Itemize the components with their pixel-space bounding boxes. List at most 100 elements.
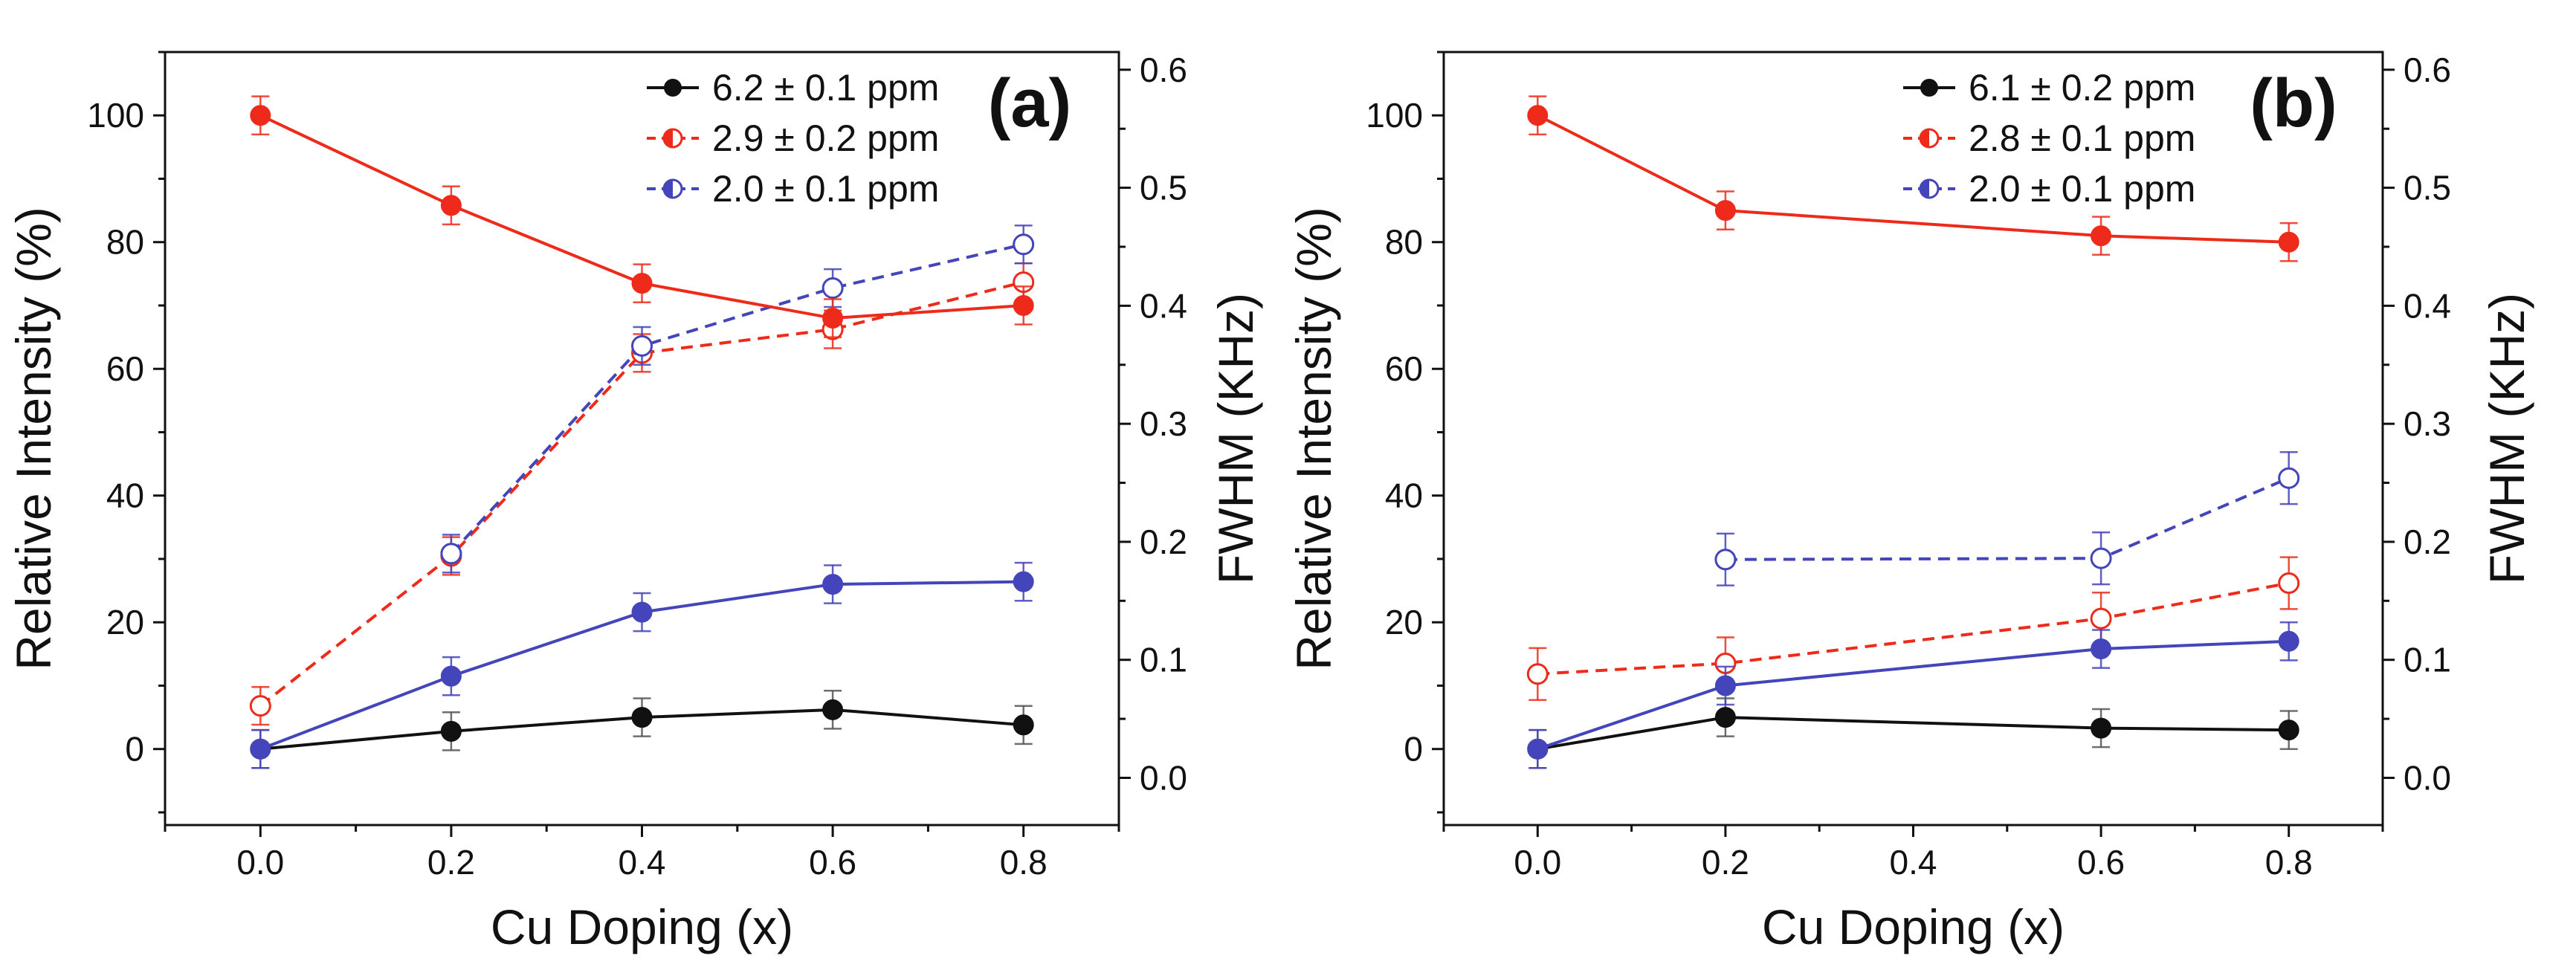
y-tick-label: 20 xyxy=(106,603,144,641)
data-point xyxy=(250,738,271,760)
data-point xyxy=(631,601,653,623)
y-tick-label: 40 xyxy=(106,476,144,515)
panel-b: 0.0 0.2 0.4 0.6 0.8 0 20 40 60 80 100 0.0 0.1 0.2 0.3 0… xyxy=(1286,51,2534,954)
data-point xyxy=(822,699,844,720)
y2-tick-label: 0.4 xyxy=(2404,286,2451,325)
series-line xyxy=(1725,476,2290,561)
series-line xyxy=(450,242,1024,555)
legend-marker-half xyxy=(1920,129,1929,147)
y-tick-label: 60 xyxy=(106,349,144,388)
x-tick-label: 0.2 xyxy=(427,843,475,882)
y2-tick-label: 0.2 xyxy=(2404,523,2451,561)
legend-marker xyxy=(664,79,682,97)
legend-label: 6.2 ± 0.1 ppm xyxy=(712,67,939,109)
series-intensity xyxy=(250,690,1034,769)
data-point xyxy=(2090,547,2112,569)
y2-axis-title: FWHM (KHz) xyxy=(2479,293,2534,584)
y-tick-label: 80 xyxy=(1385,223,1423,262)
data-point xyxy=(440,720,462,742)
legend: 6.2 ± 0.1 ppm 2.9 ± 0.2 ppm 2.0 ± 0.1 ppm xyxy=(647,67,939,210)
x-tick-label: 0.6 xyxy=(2077,843,2125,882)
series-fwhm xyxy=(1526,556,2300,701)
y2-tick-label: 0.3 xyxy=(2404,404,2451,443)
data-point xyxy=(2091,638,2112,660)
legend-label: 6.1 ± 0.2 ppm xyxy=(1969,67,2195,109)
data-point xyxy=(2278,630,2299,652)
series-intensity xyxy=(1527,95,2299,262)
data-point xyxy=(250,105,271,126)
x-tick-label: 0.6 xyxy=(809,843,856,882)
y-tick-label: 60 xyxy=(1385,349,1423,388)
series-intensity xyxy=(1527,697,2299,769)
x-tick-label: 0.4 xyxy=(1890,843,1937,882)
legend-label: 2.9 ± 0.2 ppm xyxy=(712,117,939,159)
y-axis-title: Relative Intensity (%) xyxy=(1286,207,1341,670)
data-point xyxy=(631,707,653,728)
data-point xyxy=(631,273,653,294)
legend-marker-half xyxy=(664,129,673,147)
y2-tick-label: 0.1 xyxy=(1140,641,1187,679)
series-fwhm xyxy=(1714,451,2300,586)
y2-tick-label: 0.6 xyxy=(2404,51,2451,89)
data-point xyxy=(822,574,844,595)
y2-tick-label: 0.5 xyxy=(2404,169,2451,207)
data-point xyxy=(2278,231,2299,253)
data-point xyxy=(1714,549,1737,571)
y2-tick-label: 0.3 xyxy=(1140,404,1187,443)
y-tick-label: 0 xyxy=(125,730,144,769)
series-line xyxy=(1537,639,2289,751)
data-point xyxy=(2091,225,2112,247)
legend-marker-half xyxy=(1920,180,1929,198)
y2-tick-label: 0.0 xyxy=(2404,758,2451,797)
panel-letter: (a) xyxy=(988,65,1071,141)
data-point xyxy=(1527,105,1549,126)
x-tick-label: 0.0 xyxy=(1514,843,1561,882)
data-point xyxy=(1013,294,1034,316)
data-point xyxy=(2090,607,2112,630)
data-point xyxy=(631,334,653,357)
series-line xyxy=(1537,114,2289,244)
y2-tick-label: 0.1 xyxy=(2404,641,2451,679)
plot-frame xyxy=(1442,51,2384,827)
legend: 6.1 ± 0.2 ppm 2.8 ± 0.1 ppm 2.0 ± 0.1 ppm xyxy=(1903,67,2195,210)
data-point xyxy=(440,665,462,687)
data-point xyxy=(249,695,271,717)
y2-tick-label: 0.6 xyxy=(1140,51,1187,89)
y2-tick-label: 0.5 xyxy=(1140,169,1187,207)
data-point xyxy=(2278,572,2300,595)
x-tick-label: 0.8 xyxy=(2265,843,2313,882)
x-axis-title: Cu Doping (x) xyxy=(1762,899,2065,954)
y-tick-label: 0 xyxy=(1404,730,1423,769)
y2-tick-label: 0.0 xyxy=(1140,758,1187,797)
y-tick-label: 40 xyxy=(1385,476,1423,515)
x-tick-label: 0.4 xyxy=(619,843,666,882)
y2-tick-label: 0.2 xyxy=(1140,523,1187,561)
y-axis-title: Relative Intensity (%) xyxy=(6,207,61,670)
data-point xyxy=(440,543,462,565)
data-point xyxy=(1013,233,1035,256)
y-tick-label: 100 xyxy=(1366,96,1423,135)
series-intensity xyxy=(250,561,1034,769)
data-point xyxy=(822,308,844,329)
data-point xyxy=(1013,714,1034,736)
data-point xyxy=(2278,720,2299,741)
series-line xyxy=(1537,581,2290,676)
series-fwhm xyxy=(440,224,1035,574)
panel-a: 0.0 0.2 0.4 0.6 0.8 0 20 40 60 80 100 0.0 0.1 0.2 0.3 0… xyxy=(6,51,1263,954)
legend-label: 2.8 ± 0.1 ppm xyxy=(1969,117,2195,159)
y2-axis-title: FWHM (KHz) xyxy=(1208,293,1263,584)
y-tick-label: 100 xyxy=(87,96,144,135)
data-point xyxy=(821,277,844,300)
data-point xyxy=(1714,200,1736,222)
series-intensity xyxy=(1527,621,2299,769)
series-line xyxy=(1537,716,2289,751)
y-tick-label: 80 xyxy=(106,223,144,262)
data-point xyxy=(1526,663,1549,685)
data-point xyxy=(2278,467,2300,489)
x-tick-label: 0.8 xyxy=(1000,843,1047,882)
data-point xyxy=(440,195,462,216)
panel-letter: (b) xyxy=(2250,65,2337,141)
legend-marker xyxy=(1920,79,1938,97)
x-axis-title: Cu Doping (x) xyxy=(491,899,793,954)
